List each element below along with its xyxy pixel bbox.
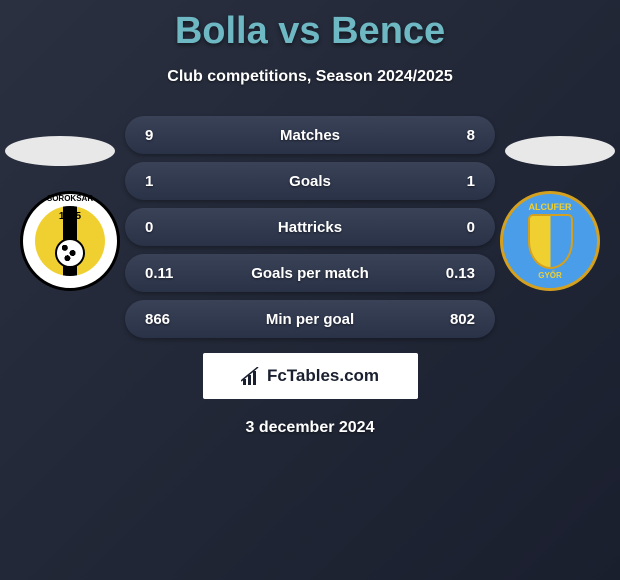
stat-label: Hattricks	[278, 219, 342, 236]
stat-label: Matches	[280, 127, 340, 144]
chart-icon	[241, 367, 261, 385]
stat-left-value: 866	[145, 311, 185, 328]
soccer-ball-icon	[55, 238, 85, 268]
stat-right-value: 802	[435, 311, 475, 328]
stat-left-value: 0.11	[145, 265, 185, 282]
fctables-logo[interactable]: FcTables.com	[203, 353, 418, 399]
stat-row-goals: 1 Goals 1	[125, 162, 495, 200]
stat-left-value: 1	[145, 173, 185, 190]
team-badge-right: ALCUFER GYŐR	[500, 191, 600, 291]
date-text: 3 december 2024	[0, 419, 620, 437]
subtitle: Club competitions, Season 2024/2025	[0, 68, 620, 86]
player-right-ellipse	[505, 136, 615, 166]
stats-container: 9 Matches 8 1 Goals 1 0 Hattricks 0 0.11…	[125, 116, 495, 338]
stat-right-value: 8	[435, 127, 475, 144]
team-badge-left: SOROKSAR 1905	[20, 191, 120, 291]
badge-left-name: SOROKSAR	[47, 194, 93, 203]
logo-label: FcTables.com	[267, 366, 379, 386]
stat-right-value: 0.13	[435, 265, 475, 282]
shield-icon	[528, 214, 573, 269]
page-title: Bolla vs Bence	[0, 0, 620, 53]
stat-row-min-per-goal: 866 Min per goal 802	[125, 300, 495, 338]
logo-text: FcTables.com	[241, 366, 379, 386]
badge-right-top: ALCUFER	[529, 202, 572, 212]
badge-right-bottom: GYŐR	[538, 271, 562, 280]
stat-right-value: 1	[435, 173, 475, 190]
player-left-ellipse	[5, 136, 115, 166]
stat-row-hattricks: 0 Hattricks 0	[125, 208, 495, 246]
stat-left-value: 9	[145, 127, 185, 144]
stat-label: Goals per match	[251, 265, 369, 282]
stat-left-value: 0	[145, 219, 185, 236]
stat-label: Goals	[289, 173, 331, 190]
stat-row-matches: 9 Matches 8	[125, 116, 495, 154]
stat-right-value: 0	[435, 219, 475, 236]
stat-label: Min per goal	[266, 311, 354, 328]
main-container: SOROKSAR 1905 ALCUFER GYŐR 9 Matches 8 1…	[0, 116, 620, 437]
badge-left-year: 1905	[59, 211, 81, 222]
stat-row-goals-per-match: 0.11 Goals per match 0.13	[125, 254, 495, 292]
badge-left-inner: SOROKSAR 1905	[35, 206, 105, 276]
